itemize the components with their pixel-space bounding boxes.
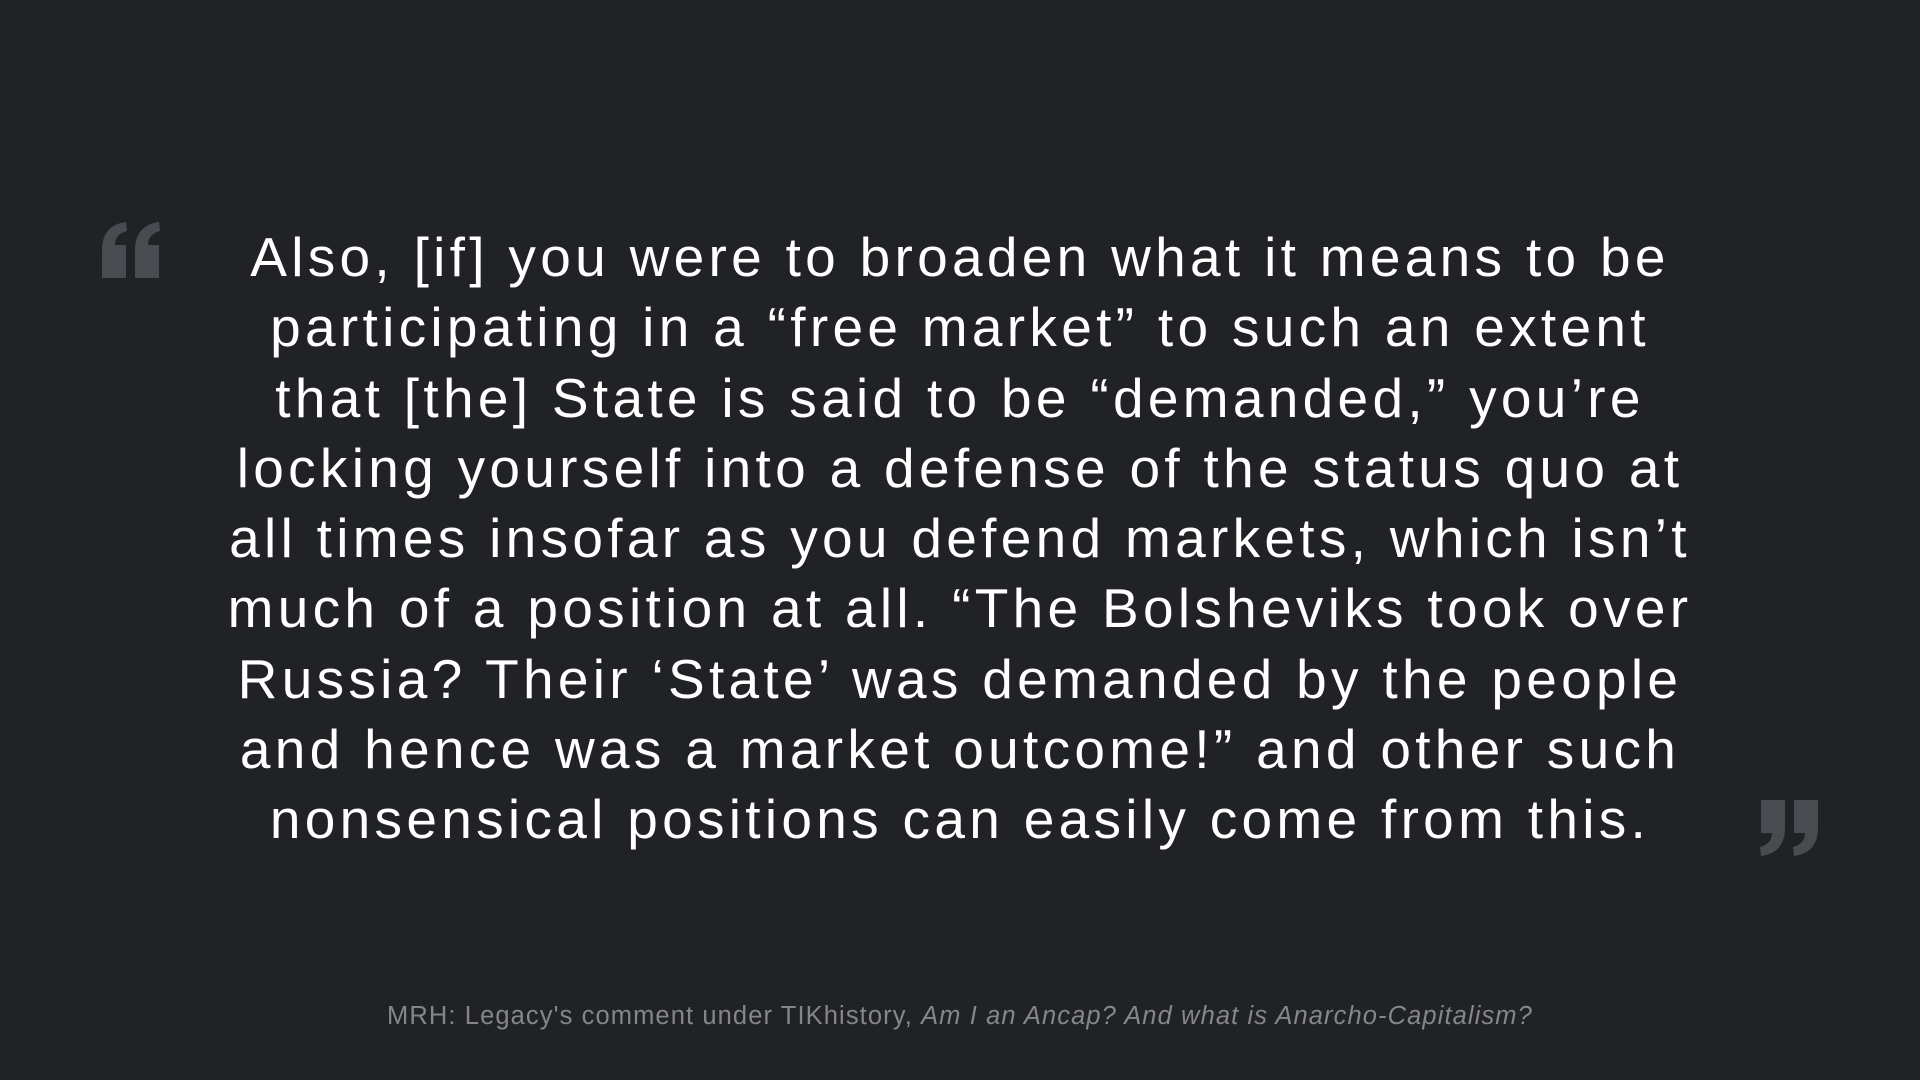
quote-text: Also, [if] you were to broaden what it m… xyxy=(227,226,1693,851)
close-quote-icon xyxy=(1760,800,1818,856)
quote-attribution: MRH: Legacy's comment under TIKhistory, … xyxy=(0,1001,1920,1031)
attribution-source: MRH: Legacy's comment under TIKhistory, xyxy=(387,1002,922,1030)
attribution-work-title: Am I an Ancap? And what is Anarcho-Capit… xyxy=(921,1002,1533,1030)
open-quote-icon xyxy=(102,222,160,278)
